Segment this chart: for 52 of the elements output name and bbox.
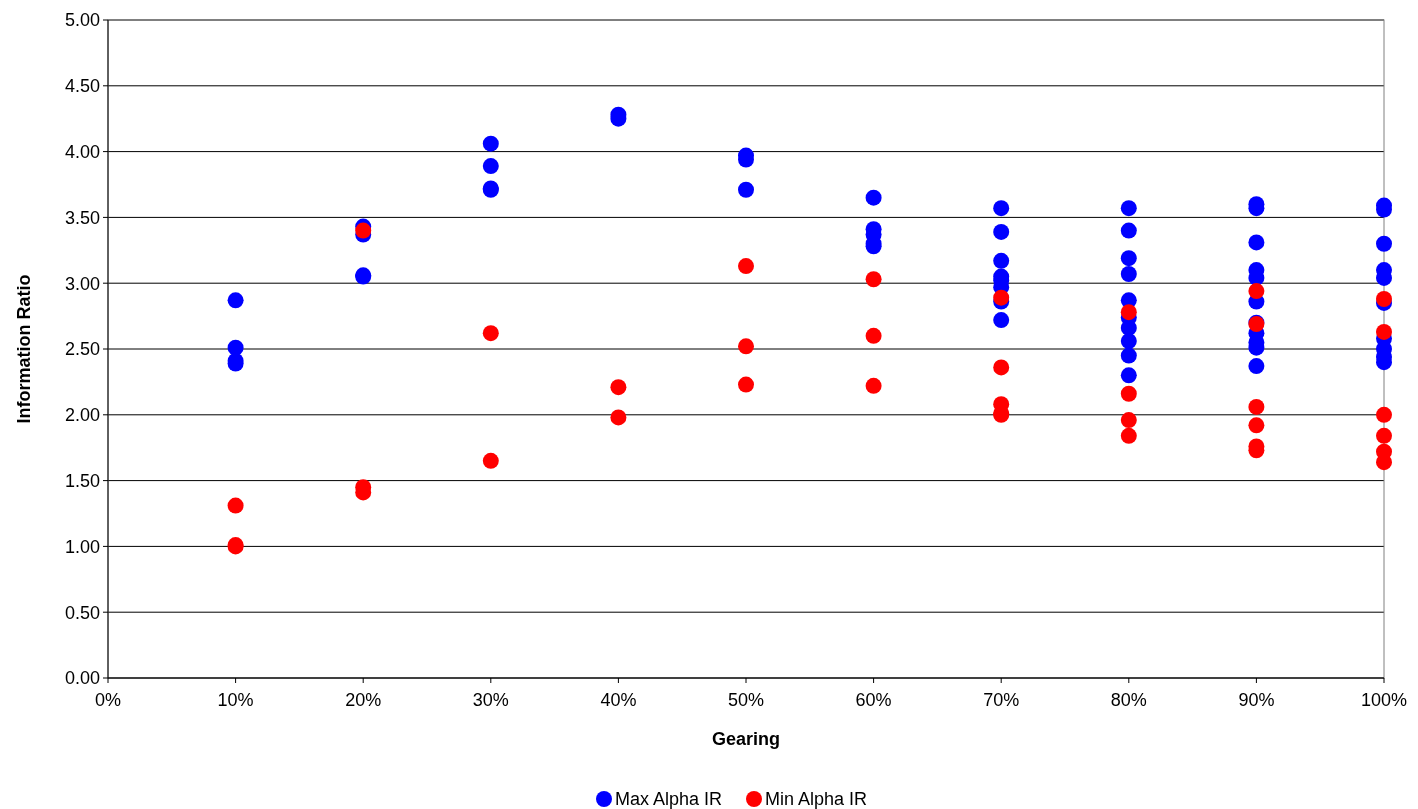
x-tick-label: 100%	[1360, 690, 1408, 710]
y-axis-title: Information Ratio	[14, 274, 34, 424]
point	[993, 289, 1010, 306]
x-tick-label: 50%	[727, 690, 765, 710]
x-tick-label: 10%	[217, 690, 254, 710]
x-tick-label: 0%	[94, 690, 122, 710]
y-tick-label: 1.50	[64, 470, 100, 491]
point	[865, 327, 882, 344]
y-tick-label: 2.50	[64, 339, 100, 360]
x-tick-label: 60%	[855, 690, 892, 710]
point	[610, 379, 627, 396]
x-tick-label: 20%	[345, 690, 382, 710]
point	[1376, 427, 1392, 444]
point	[1120, 385, 1137, 402]
y-tick-label: 2.00	[64, 405, 100, 426]
point	[1120, 304, 1137, 321]
point	[865, 271, 882, 288]
point	[482, 325, 499, 342]
y-tick-label: 4.50	[64, 76, 100, 97]
point	[1248, 417, 1265, 434]
y-tick-label: 4.00	[64, 141, 100, 162]
point	[1120, 427, 1137, 444]
legend-label: Min Alpha IR	[765, 789, 868, 809]
point	[1248, 283, 1265, 300]
point	[1248, 398, 1265, 415]
x-tick-label: 30%	[472, 690, 509, 710]
y-tick-label: 3.00	[64, 273, 100, 294]
point	[1376, 290, 1392, 307]
point	[355, 222, 372, 239]
point	[738, 258, 754, 275]
point	[610, 409, 627, 426]
x-tick-label: 70%	[983, 690, 1020, 710]
legend-label: Max Alpha IR	[615, 789, 723, 809]
point	[1376, 454, 1392, 471]
y-tick-label: 1.00	[64, 536, 100, 557]
point	[738, 376, 754, 393]
y-tick-label: 5.00	[64, 10, 100, 31]
y-tick-label: 0.00	[64, 668, 100, 689]
point	[482, 452, 499, 469]
point	[1376, 323, 1392, 340]
point	[865, 377, 882, 394]
x-tick-label: 40%	[600, 690, 637, 710]
point	[1120, 412, 1137, 429]
y-tick-label: 0.50	[64, 602, 100, 623]
y-tick-label: 3.50	[64, 207, 100, 228]
point	[738, 338, 754, 355]
point	[993, 359, 1010, 376]
x-tick-label: 90%	[1238, 690, 1275, 710]
x-axis-title: Gearing	[711, 729, 781, 749]
point	[1376, 406, 1392, 423]
point	[227, 497, 244, 514]
x-tick-label: 80%	[1110, 690, 1147, 710]
